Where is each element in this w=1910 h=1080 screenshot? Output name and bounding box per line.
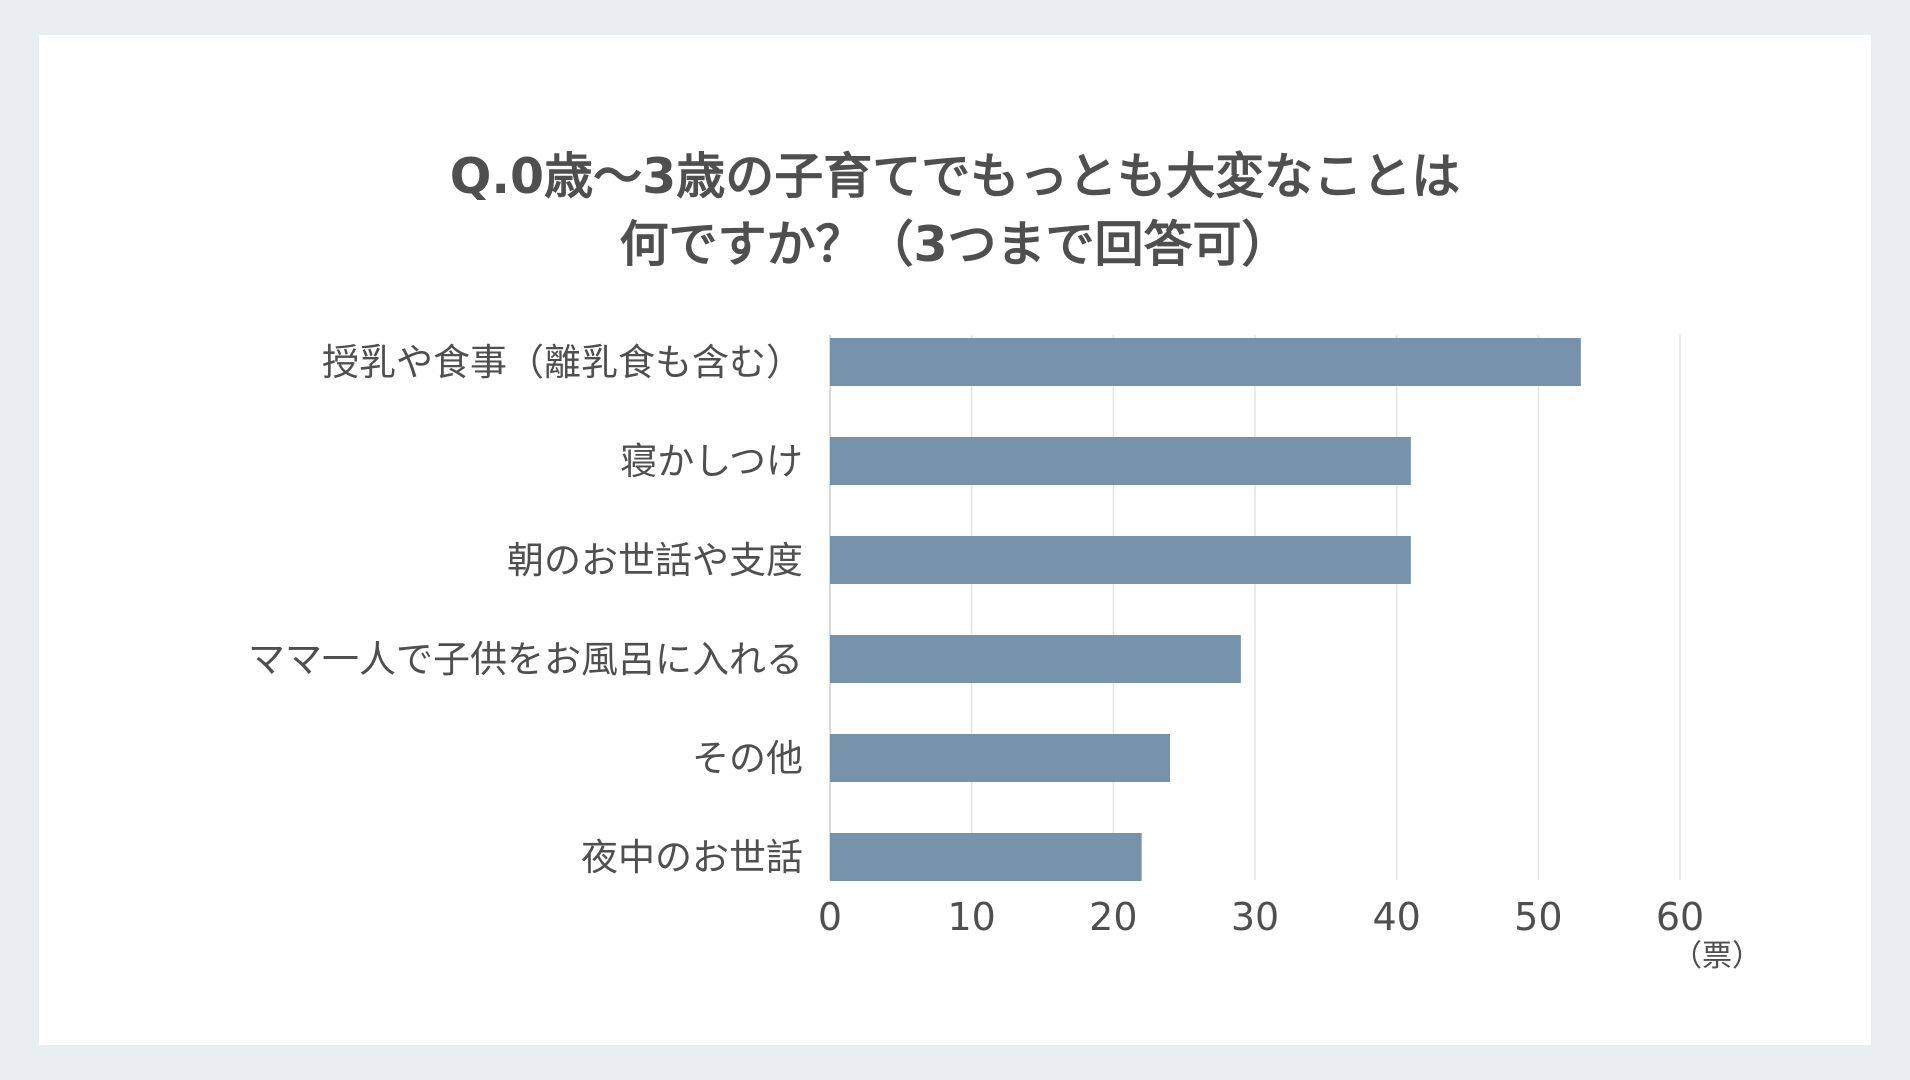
bar xyxy=(830,536,1411,584)
x-tick-label: 30 xyxy=(1231,895,1279,939)
category-label: 夜中のお世話 xyxy=(581,836,803,879)
chart-title-line-2: 何ですか？（3つまで回答可） xyxy=(619,216,1291,273)
chart-title: Q.0歳〜3歳の子育てでもっとも大変なことは 何ですか？（3つまで回答可） xyxy=(39,143,1871,279)
chart-title-line-1: Q.0歳〜3歳の子育てでもっとも大変なことは xyxy=(449,148,1461,205)
x-tick-label: 10 xyxy=(947,895,995,939)
category-label: ママ一人で子供をお風呂に入れる xyxy=(248,638,803,681)
bar xyxy=(830,635,1241,683)
x-unit-label: （票） xyxy=(1672,939,1762,974)
x-tick-label: 50 xyxy=(1514,895,1562,939)
category-label: 授乳や食事（離乳食も含む） xyxy=(322,341,803,384)
x-tick-label: 0 xyxy=(818,895,842,939)
x-tick-label: 60 xyxy=(1656,895,1704,939)
bar xyxy=(830,437,1411,485)
x-tick-label: 20 xyxy=(1089,895,1137,939)
bar xyxy=(830,833,1142,881)
x-tick-label: 40 xyxy=(1372,895,1420,939)
category-label: 朝のお世話や支度 xyxy=(507,539,803,582)
bar xyxy=(830,734,1170,782)
bar xyxy=(830,338,1581,386)
category-label: その他 xyxy=(692,737,803,780)
category-label: 寝かしつけ xyxy=(620,440,803,483)
